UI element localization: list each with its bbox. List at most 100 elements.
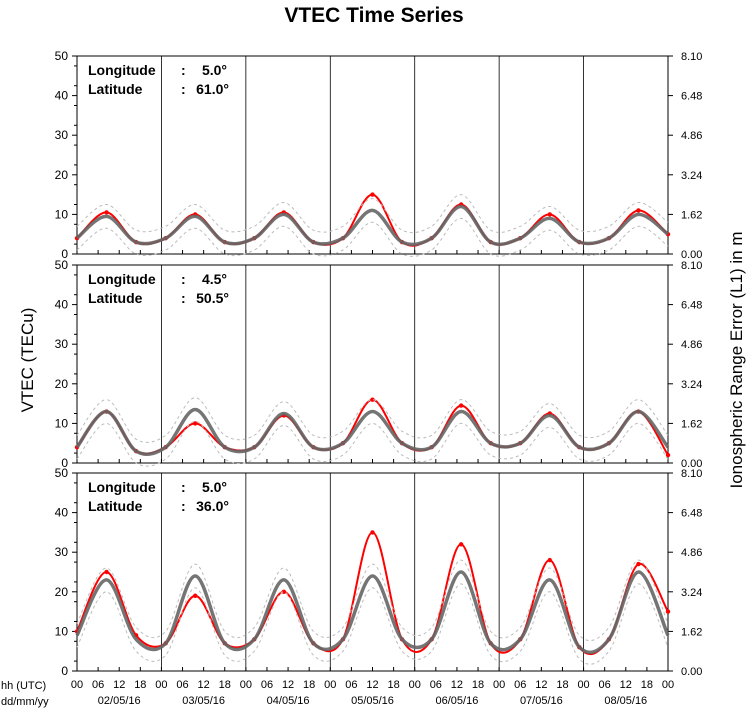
x-hour-label: 12	[113, 679, 125, 691]
latitude-value: 50.5°	[196, 290, 229, 306]
x-hour-label: 00	[324, 679, 336, 691]
x-hour-label: 18	[387, 679, 399, 691]
x-hour-label: 06	[261, 679, 273, 691]
y-tick-label: 20	[55, 377, 69, 391]
y-tick-label: 0	[61, 664, 68, 678]
longitude-label: Longitude	[88, 271, 156, 287]
right-tick-label: 8.10	[681, 468, 702, 480]
x-hour-label: 00	[409, 679, 421, 691]
right-tick-label: 0.00	[681, 666, 702, 678]
y-tick-label: 20	[55, 585, 69, 599]
x-hour-label: 06	[345, 679, 357, 691]
data-point	[370, 530, 375, 535]
panel-top: 0 0.00 10 1.62 20 3.24 30 4.86 40 6.48 50 8.10 Longi…	[55, 49, 703, 261]
right-tick-label: 3.24	[681, 379, 702, 391]
x-hour-label: 18	[303, 679, 315, 691]
x-hour-label-end: 00	[662, 679, 674, 691]
x-day-label: 02/05/16	[98, 695, 141, 707]
right-tick-label: 3.24	[681, 587, 702, 599]
error-band-upper	[76, 559, 669, 642]
panel-bottom: 0 0.00 10 1.62 20 3.24 30 4.86 40 6.48 50 8.10 Longi…	[55, 466, 703, 678]
data-point	[193, 421, 198, 426]
right-tick-label: 6.48	[681, 91, 702, 103]
right-tick-label: 8.10	[681, 51, 702, 63]
longitude-label: Longitude	[88, 62, 156, 78]
right-tick-label: 1.62	[681, 626, 702, 638]
y-tick-label: 20	[55, 168, 69, 182]
right-tick-label: 4.86	[681, 130, 702, 142]
data-point	[104, 210, 109, 215]
series-line-grey	[75, 407, 670, 457]
latitude-value: 61.0°	[196, 81, 229, 97]
latitude-colon: :	[181, 290, 186, 306]
x-day-label: 03/05/16	[182, 695, 225, 707]
x-hour-label: 00	[493, 679, 505, 691]
y-tick-label: 30	[55, 337, 69, 351]
x-hour-label: 12	[282, 679, 294, 691]
x-hour-label: 06	[599, 679, 611, 691]
right-tick-label: 0.00	[681, 249, 702, 261]
series-line-grey	[75, 570, 670, 655]
panels-group: 0 0.00 10 1.62 20 3.24 30 4.86 40 6.48 50 8.10 Longi…	[55, 49, 703, 707]
data-point	[281, 589, 287, 594]
y-tick-label: 30	[55, 545, 69, 559]
data-point	[458, 403, 464, 408]
longitude-value: 5.0°	[202, 479, 227, 495]
error-band-upper	[76, 397, 669, 443]
latitude-label: Latitude	[88, 498, 143, 514]
x-hour-label: 18	[134, 679, 146, 691]
longitude-value: 5.0°	[202, 62, 227, 78]
x-day-label: 08/05/16	[604, 695, 647, 707]
x-hour-label: 12	[451, 679, 463, 691]
error-band-lower	[76, 217, 669, 257]
right-tick-label: 6.48	[681, 508, 702, 520]
data-point	[547, 557, 552, 563]
y-tick-label: 10	[55, 416, 69, 430]
x-day-label: 05/05/16	[351, 695, 394, 707]
latitude-label: Latitude	[88, 81, 143, 97]
x-hour-label: 06	[430, 679, 442, 691]
data-point	[636, 561, 641, 567]
right-tick-label: 4.86	[681, 547, 702, 559]
right-tick-label: 0.00	[681, 458, 702, 470]
x-hour-label: 18	[641, 679, 653, 691]
y-tick-label: 0	[61, 456, 68, 470]
y-tick-label: 50	[55, 466, 69, 480]
y-axis-label-right: Ionospheric Range Error (L1) in m	[727, 231, 746, 488]
y-tick-label: 50	[55, 258, 69, 272]
data-point	[636, 208, 641, 213]
x-hour-label: 12	[198, 679, 210, 691]
longitude-label: Longitude	[88, 479, 156, 495]
data-point	[370, 397, 375, 402]
series-line-grey	[75, 204, 670, 247]
data-point	[547, 212, 552, 217]
latitude-value: 36.0°	[196, 498, 229, 514]
latitude-colon: :	[181, 498, 186, 514]
y-tick-label: 40	[55, 298, 69, 312]
x-hour-label: 06	[514, 679, 526, 691]
x-hour-label: 06	[176, 679, 188, 691]
right-tick-label: 6.48	[681, 300, 702, 312]
latitude-colon: :	[181, 81, 186, 97]
data-point	[193, 593, 198, 598]
x-hour-label: 06	[92, 679, 104, 691]
longitude-colon: :	[181, 479, 186, 495]
y-tick-label: 10	[55, 207, 69, 221]
series-line-red	[76, 531, 669, 656]
right-tick-label: 1.62	[681, 209, 702, 221]
figure-title: VTEC Time Series	[284, 4, 463, 27]
error-band-upper	[76, 194, 669, 234]
x-hour-label: 12	[620, 679, 632, 691]
panel-middle: 0 0.00 10 1.62 20 3.24 30 4.86 40 6.48 50 8.10 Longi…	[55, 258, 703, 470]
x-hour-label: 00	[577, 679, 589, 691]
x-header-date: dd/mm/yy	[1, 696, 49, 708]
x-hour-label: 18	[219, 679, 231, 691]
y-tick-label: 0	[61, 247, 68, 261]
y-tick-label: 30	[55, 128, 69, 142]
data-point	[104, 569, 109, 575]
longitude-value: 4.5°	[202, 271, 227, 287]
x-day-label: 06/05/16	[436, 695, 479, 707]
panel-frame	[76, 55, 669, 255]
right-tick-label: 8.10	[681, 260, 702, 272]
